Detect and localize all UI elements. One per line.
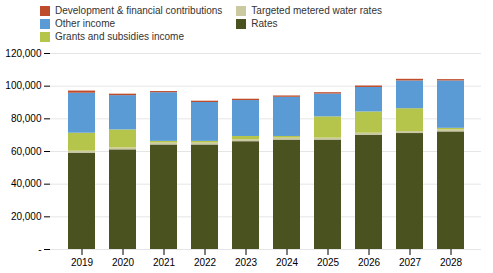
svg-text:2022: 2022 [194,257,217,268]
svg-text:60,000: 60,000 [11,146,42,157]
svg-text:2024: 2024 [276,257,299,268]
svg-text:120,000: 120,000 [5,48,42,59]
svg-text:2025: 2025 [317,257,340,268]
svg-text:2021: 2021 [153,257,176,268]
html-text:Rates: Rates [251,18,278,29]
html-text:Development & financial contri: Development & financial contributions [55,5,223,16]
svg-text:-: - [38,244,41,255]
html-text:Other income: Other income [55,18,115,29]
svg-text:40,000: 40,000 [11,178,42,189]
svg-text:80,000: 80,000 [11,113,42,124]
svg-text:2027: 2027 [399,257,422,268]
svg-text:2019: 2019 [71,257,94,268]
html-text:Grants and subsidies income: Grants and subsidies income [55,31,184,42]
svg-text:2023: 2023 [235,257,258,268]
svg-text:2028: 2028 [440,257,463,268]
svg-text:2020: 2020 [112,257,135,268]
svg-text:2026: 2026 [358,257,381,268]
svg-text:20,000: 20,000 [11,211,42,222]
svg-text:100,000: 100,000 [5,80,42,91]
html-text:Targeted metered water rates: Targeted metered water rates [251,5,382,16]
